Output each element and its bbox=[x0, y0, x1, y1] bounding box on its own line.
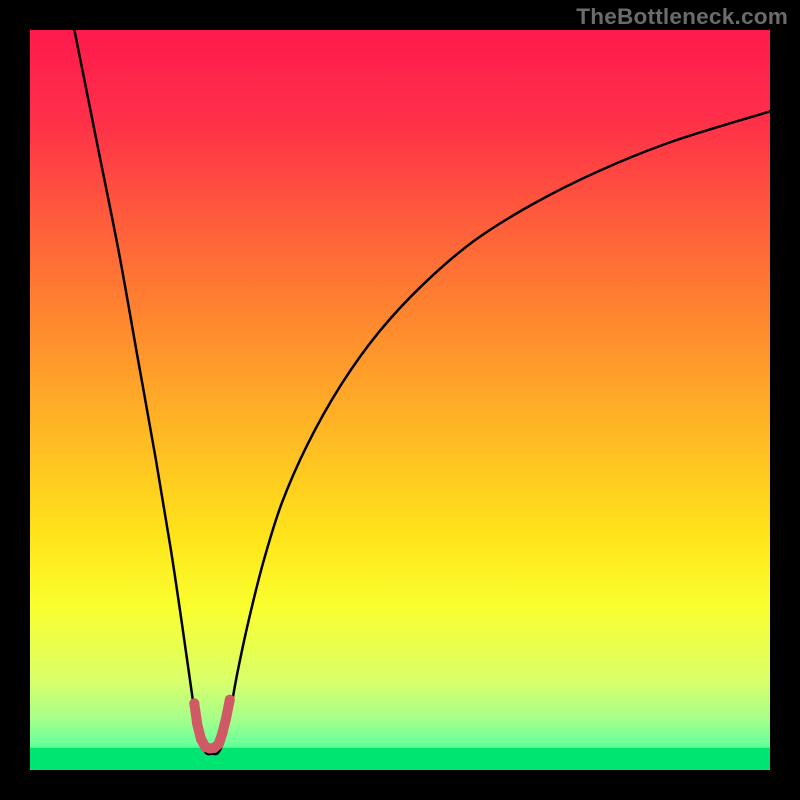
dip-marker-point bbox=[192, 719, 202, 729]
dip-marker-point bbox=[189, 698, 199, 708]
bottleneck-chart bbox=[0, 0, 800, 800]
dip-marker-point bbox=[217, 728, 227, 738]
chart-container: TheBottleneck.com bbox=[0, 0, 800, 800]
watermark-label: TheBottleneck.com bbox=[576, 4, 788, 30]
dip-marker-point bbox=[214, 739, 224, 749]
plot-background bbox=[30, 30, 770, 770]
dip-marker-point bbox=[221, 713, 231, 723]
dip-marker-point bbox=[225, 695, 235, 705]
bottom-band bbox=[30, 748, 770, 770]
